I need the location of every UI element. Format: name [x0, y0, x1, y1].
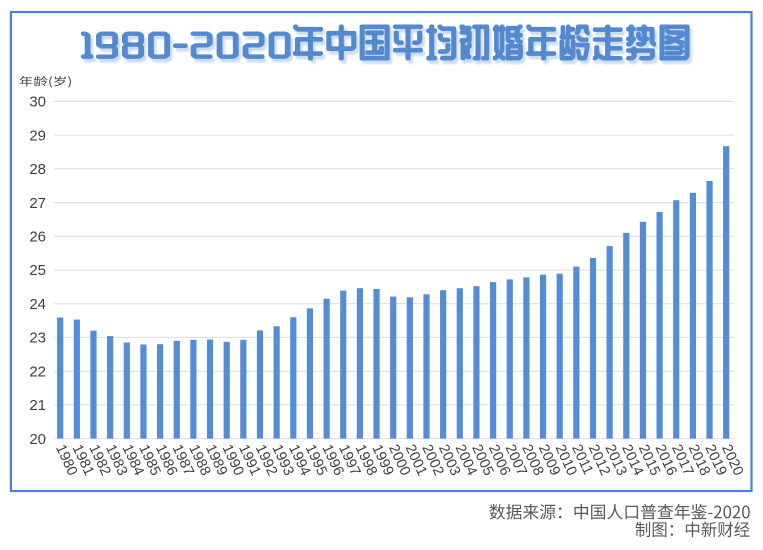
- svg-text:21: 21: [29, 397, 46, 414]
- svg-text:25: 25: [29, 262, 46, 279]
- svg-text:26: 26: [29, 229, 46, 246]
- svg-text:24: 24: [29, 296, 46, 313]
- svg-text:27: 27: [29, 195, 46, 212]
- svg-text:23: 23: [29, 330, 46, 347]
- svg-text:29: 29: [29, 127, 46, 144]
- svg-text:22: 22: [29, 363, 46, 380]
- svg-text:30: 30: [29, 94, 46, 111]
- svg-text:28: 28: [29, 161, 46, 178]
- svg-text:20: 20: [29, 431, 46, 448]
